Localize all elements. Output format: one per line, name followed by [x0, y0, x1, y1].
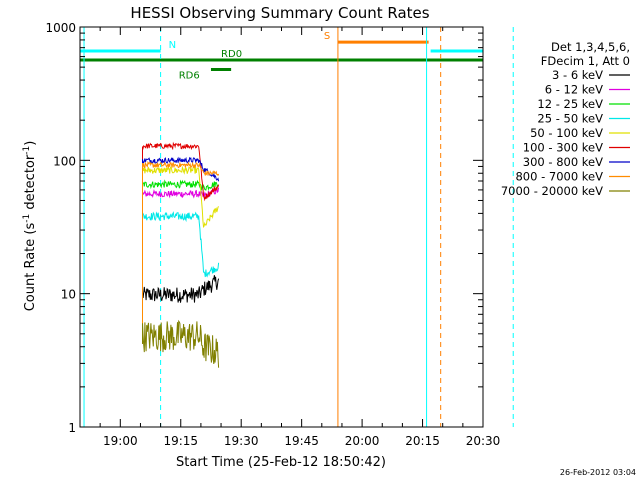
chart-title: HESSI Observing Summary Count Rates — [130, 4, 429, 22]
x-tick-label: 19:30 — [224, 434, 259, 448]
legend-label-3: 25 - 50 keV — [537, 112, 603, 126]
legend-label-2: 12 - 25 keV — [537, 97, 603, 111]
x-tick-label: 20:30 — [466, 434, 501, 448]
series-layer — [142, 141, 220, 368]
series-line-2 — [142, 179, 219, 344]
y-axis-label-mid: detector — [23, 154, 38, 214]
series-line-5 — [142, 141, 220, 344]
series-line-4 — [142, 165, 219, 344]
x-tick-label: 19:15 — [163, 434, 198, 448]
y-tick-label: 10 — [61, 288, 76, 302]
flag-label-rd6: RD6 — [179, 71, 200, 82]
legend-label-0: 3 - 6 keV — [552, 68, 603, 82]
series-line-8 — [142, 319, 220, 368]
series-line-7 — [142, 160, 220, 344]
flag-label-n: N — [169, 40, 176, 51]
x-tick-label: 19:45 — [284, 434, 319, 448]
y-axis-label-sup2: -1 — [22, 146, 32, 155]
y-tick-label: 100 — [53, 154, 76, 168]
y-axis: 1 10 100 1000 — [45, 21, 483, 435]
legend-label-7: 800 - 7000 keV — [515, 170, 603, 184]
series-line-6 — [142, 156, 220, 344]
legend-label-6: 300 - 800 keV — [523, 155, 603, 169]
x-tick-label: 20:15 — [405, 434, 440, 448]
legend-label-5: 100 - 300 keV — [523, 141, 603, 155]
flag-label-s: S — [324, 31, 330, 42]
flag-label-rd0: RD0 — [221, 49, 242, 60]
x-axis-label: Start Time (25-Feb-12 18:50:42) — [176, 455, 386, 470]
y-tick-label: 1 — [68, 421, 76, 435]
legend-label-1: 6 - 12 keV — [545, 83, 603, 97]
series-line-1 — [142, 187, 220, 344]
plot-frame — [79, 26, 484, 428]
legend-header-line2: FDecim 1, Att 0 — [541, 54, 630, 68]
y-axis-label-end: ) — [23, 141, 38, 146]
series-line-0 — [142, 275, 220, 344]
legend-label-8: 7000 - 20000 keV — [501, 184, 603, 198]
x-tick-label: 20:00 — [345, 434, 380, 448]
flag-bars-layer — [80, 40, 483, 72]
series-line-3 — [142, 211, 220, 344]
legend: Det 1,3,4,5,6, FDecim 1, Att 0 3 - 6 keV… — [501, 40, 630, 198]
footer-timestamp: 26-Feb-2012 03:04 — [560, 468, 636, 477]
x-tick-label: 19:00 — [103, 434, 138, 448]
vertical-lines-layer — [83, 27, 514, 427]
y-axis-label: Count Rate (s-1 detector-1) — [22, 141, 38, 312]
legend-header-line1: Det 1,3,4,5,6, — [551, 40, 630, 54]
y-axis-label-sup1: -1 — [22, 214, 32, 223]
x-axis: 19:00 19:15 19:30 19:45 20:00 20:15 20:30 — [79, 27, 501, 448]
y-tick-label: 1000 — [45, 21, 76, 35]
y-axis-label-main: Count Rate (s — [23, 223, 38, 312]
legend-label-4: 50 - 100 keV — [530, 126, 603, 140]
